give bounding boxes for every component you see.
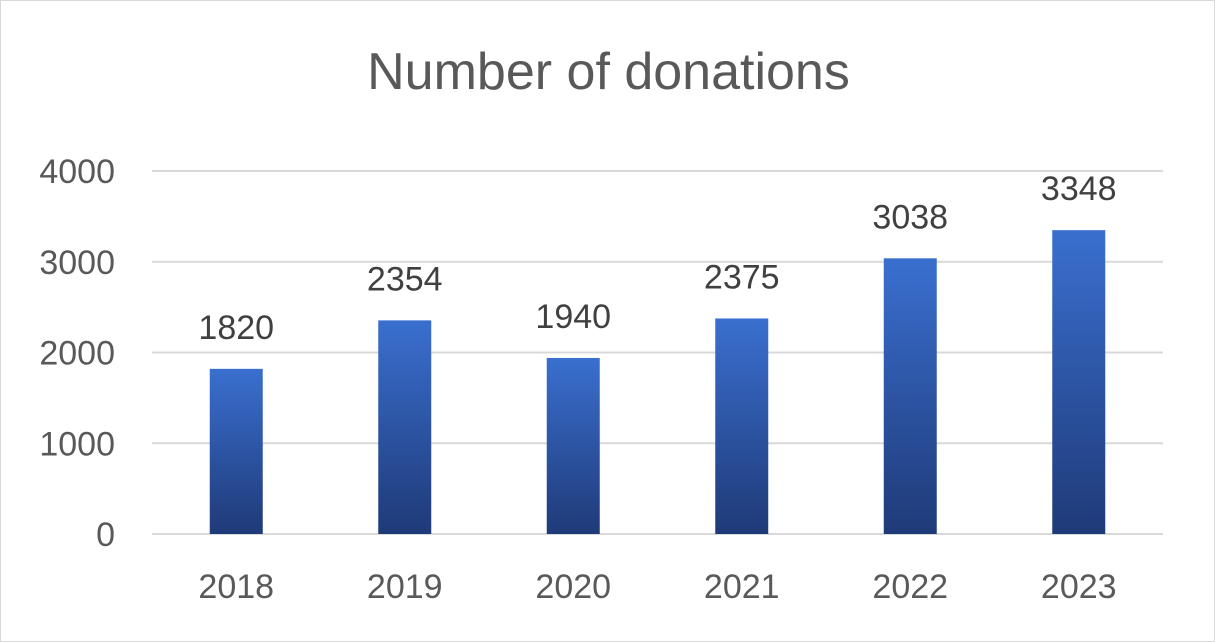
data-label-2023: 3348 — [1041, 170, 1117, 208]
y-axis-tick-labels: 0 1000 2000 3000 4000 — [39, 153, 115, 554]
y-tick-label: 0 — [96, 516, 115, 554]
x-tick-label: 2019 — [367, 568, 443, 606]
bar-2019 — [378, 320, 432, 534]
y-tick-label: 2000 — [39, 335, 115, 373]
data-label-2020: 1940 — [535, 298, 611, 336]
x-tick-label: 2020 — [535, 568, 611, 606]
data-label-2021: 2375 — [704, 258, 780, 296]
gridlines — [152, 170, 1163, 535]
x-tick-label: 2018 — [198, 568, 274, 606]
data-label-2019: 2354 — [367, 260, 443, 298]
bar-2023 — [1052, 230, 1106, 534]
x-tick-label: 2022 — [872, 568, 948, 606]
y-tick-label: 4000 — [39, 153, 115, 191]
chart-title: Number of donations — [367, 43, 850, 101]
data-labels: 1820 2354 1940 2375 3038 3348 — [198, 170, 1116, 347]
y-tick-label: 3000 — [39, 244, 115, 282]
bar-2020 — [546, 357, 600, 534]
data-label-2022: 3038 — [872, 198, 948, 236]
x-tick-label: 2023 — [1041, 568, 1117, 606]
bar-2018 — [209, 368, 263, 534]
bar-2022 — [883, 258, 937, 534]
y-tick-label: 1000 — [39, 425, 115, 463]
data-label-2018: 1820 — [198, 309, 274, 347]
bars — [209, 230, 1106, 534]
x-tick-label: 2021 — [704, 568, 780, 606]
bar-2021 — [715, 318, 769, 534]
x-axis-tick-labels: 2018 2019 2020 2021 2022 2023 — [198, 568, 1116, 606]
